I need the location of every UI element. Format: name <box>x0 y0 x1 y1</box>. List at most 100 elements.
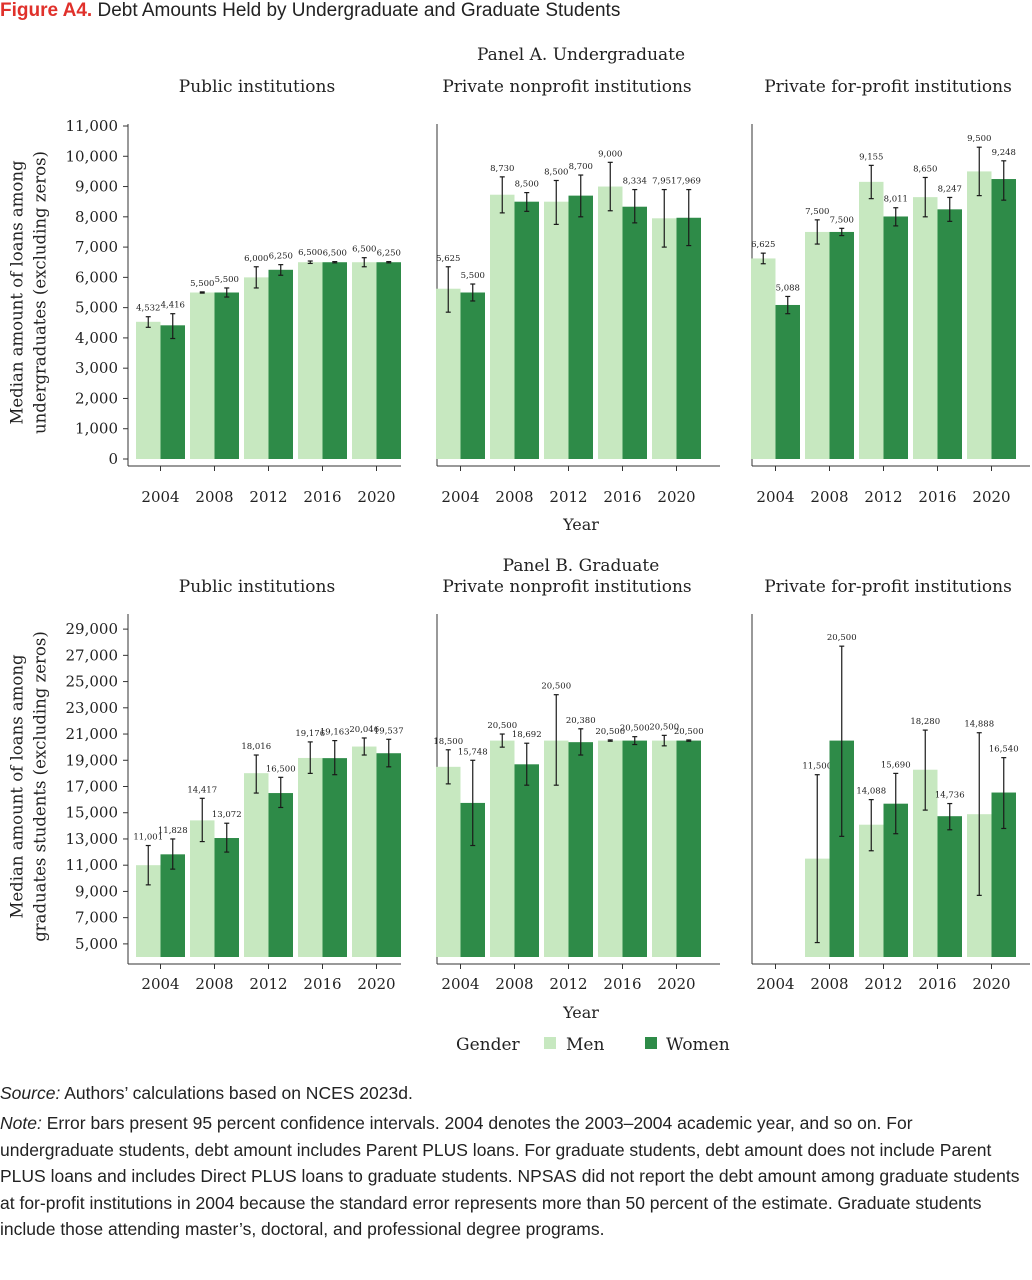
y-tick-label: 5,000 <box>75 935 118 953</box>
bar <box>937 816 962 957</box>
data-label: 9,248 <box>992 148 1016 158</box>
bar <box>805 231 830 459</box>
data-label: 9,500 <box>967 134 991 144</box>
data-label: 6,000 <box>244 254 268 264</box>
legend-label: Women <box>666 1035 730 1055</box>
bar <box>136 321 161 459</box>
bar <box>490 194 515 459</box>
facet-title: Public institutions <box>179 577 335 597</box>
y-axis-label: undergraduates (excluding zeros) <box>31 151 50 434</box>
y-tick-label: 9,000 <box>75 178 118 196</box>
figure-label: Figure A4. <box>0 0 93 21</box>
data-label: 6,500 <box>298 248 322 258</box>
data-label: 4,416 <box>161 301 185 311</box>
figure-title-text: Debt Amounts Held by Undergraduate and G… <box>97 0 621 21</box>
data-label: 14,736 <box>935 791 965 801</box>
bar <box>622 740 647 957</box>
data-label: 18,500 <box>433 737 463 747</box>
x-tick-label: 2016 <box>603 975 641 993</box>
bar <box>544 201 569 459</box>
data-label: 20,500 <box>649 722 679 732</box>
y-tick-label: 23,000 <box>66 699 119 717</box>
bar <box>322 262 347 459</box>
x-tick-label: 2008 <box>495 975 533 993</box>
data-label: 8,650 <box>913 164 937 174</box>
bar <box>991 179 1016 459</box>
bar <box>436 288 461 459</box>
facet-title: Private for-profit institutions <box>764 577 1012 597</box>
x-tick-label: 2016 <box>303 488 341 506</box>
data-label: 7,500 <box>805 207 829 217</box>
bar <box>460 292 485 459</box>
facet-title: Private nonprofit institutions <box>442 77 691 97</box>
data-label: 4,532 <box>136 304 160 314</box>
bar <box>436 766 461 957</box>
bar <box>883 216 908 459</box>
bar <box>190 292 215 459</box>
legend-label: Men <box>566 1035 604 1055</box>
bar <box>376 753 401 957</box>
y-tick-label: 17,000 <box>66 778 119 796</box>
data-label: 8,011 <box>884 195 908 205</box>
x-tick-label: 2004 <box>141 975 179 993</box>
bar <box>214 838 239 957</box>
data-label: 20,500 <box>487 721 517 731</box>
source-line: Source: Authors’ calculations based on N… <box>0 1080 1032 1106</box>
panel-title: Panel A. Undergraduate <box>477 45 685 65</box>
data-label: 9,155 <box>859 152 883 162</box>
bar <box>568 742 593 957</box>
x-tick-label: 2012 <box>249 975 287 993</box>
bar <box>652 218 677 459</box>
data-label: 13,072 <box>212 810 242 820</box>
y-tick-label: 7,000 <box>75 238 118 256</box>
facet-title: Private nonprofit institutions <box>442 577 691 597</box>
data-label: 8,334 <box>623 177 647 187</box>
y-axis-label: graduates students (excluding zeros) <box>31 631 50 942</box>
data-label: 20,500 <box>620 724 650 734</box>
x-tick-label: 2020 <box>657 975 695 993</box>
legend-title: Gender <box>456 1035 521 1055</box>
y-tick-label: 5,000 <box>75 299 118 317</box>
x-tick-label: 2008 <box>810 488 848 506</box>
x-tick-label: 2020 <box>357 975 395 993</box>
data-label: 5,625 <box>436 254 460 264</box>
y-tick-label: 0 <box>108 450 118 468</box>
data-label: 19,537 <box>374 726 404 736</box>
bar-chart-figure: Panel A. Undergraduate Median amount of l… <box>8 45 1030 1055</box>
figure-title: Figure A4. Debt Amounts Held by Undergra… <box>0 0 1032 24</box>
source-label: Source: <box>0 1083 61 1103</box>
bar <box>160 854 185 957</box>
x-tick-label: 2012 <box>864 488 902 506</box>
data-label: 18,692 <box>512 730 542 740</box>
bar <box>568 195 593 460</box>
x-tick-label: 2016 <box>303 975 341 993</box>
data-label: 16,500 <box>266 764 296 774</box>
y-axis-label: Median amount of loans among <box>8 160 27 424</box>
bar <box>352 746 377 957</box>
bar <box>775 304 800 459</box>
x-tick-label: 2020 <box>972 488 1010 506</box>
data-label: 14,888 <box>964 720 994 730</box>
source-text: Authors’ calculations based on NCES 2023… <box>64 1083 413 1103</box>
data-label: 6,500 <box>323 249 347 259</box>
y-axis-label: Median amount of loans among <box>8 654 27 918</box>
y-tick-label: 29,000 <box>66 620 119 638</box>
bar <box>268 269 293 459</box>
y-tick-label: 4,000 <box>75 329 118 347</box>
bar <box>322 758 347 957</box>
data-label: 20,500 <box>674 727 704 737</box>
data-label: 7,500 <box>830 215 854 225</box>
x-tick-label: 2012 <box>549 488 587 506</box>
data-label: 16,540 <box>989 745 1019 755</box>
y-tick-label: 8,000 <box>75 208 118 226</box>
data-label: 11,828 <box>158 826 188 836</box>
data-label: 8,247 <box>938 184 962 194</box>
data-label: 5,088 <box>776 283 800 293</box>
x-tick-label: 2008 <box>195 975 233 993</box>
y-tick-label: 1,000 <box>75 420 118 438</box>
data-label: 11,001 <box>133 833 163 843</box>
bar <box>829 231 854 459</box>
bar <box>352 262 377 459</box>
facet-title: Public institutions <box>179 77 335 97</box>
data-label: 6,250 <box>377 249 401 259</box>
